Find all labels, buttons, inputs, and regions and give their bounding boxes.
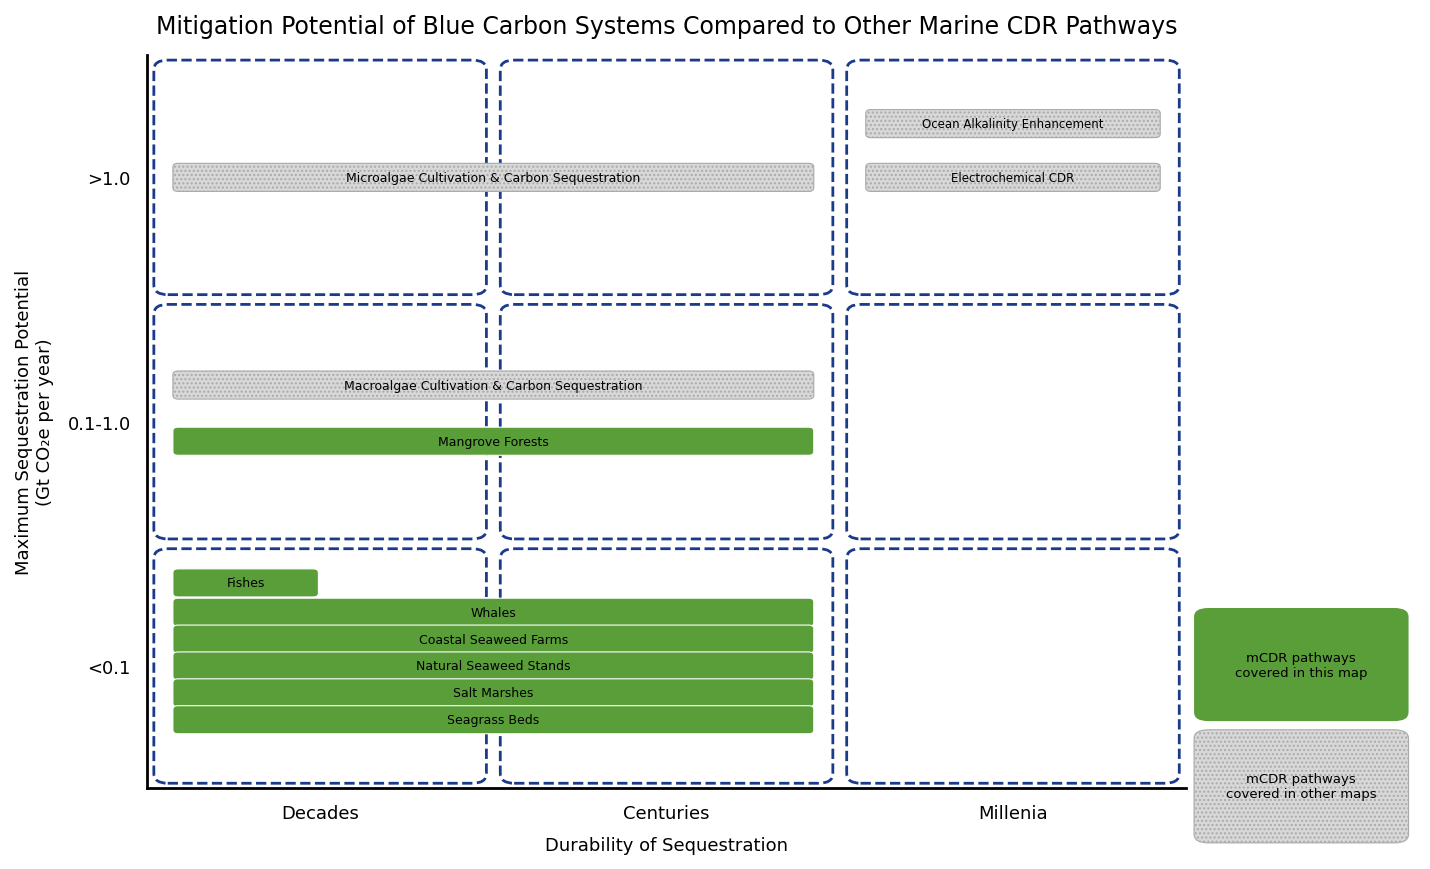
Text: Macroalgae Cultivation & Carbon Sequestration: Macroalgae Cultivation & Carbon Sequestr…	[345, 379, 642, 392]
FancyBboxPatch shape	[865, 110, 1160, 138]
FancyBboxPatch shape	[173, 599, 814, 627]
FancyBboxPatch shape	[865, 164, 1160, 192]
Text: mCDR pathways
covered in other maps: mCDR pathways covered in other maps	[1226, 773, 1377, 800]
Text: Coastal Seaweed Farms: Coastal Seaweed Farms	[419, 633, 568, 646]
Text: Whales: Whales	[470, 606, 516, 619]
Text: Electrochemical CDR: Electrochemical CDR	[951, 172, 1074, 185]
FancyBboxPatch shape	[173, 679, 814, 707]
FancyBboxPatch shape	[173, 372, 814, 400]
FancyBboxPatch shape	[173, 569, 319, 597]
FancyBboxPatch shape	[173, 653, 814, 680]
X-axis label: Durability of Sequestration: Durability of Sequestration	[545, 836, 788, 854]
Text: Microalgae Cultivation & Carbon Sequestration: Microalgae Cultivation & Carbon Sequestr…	[346, 172, 641, 185]
FancyBboxPatch shape	[173, 626, 814, 653]
Text: Ocean Alkalinity Enhancement: Ocean Alkalinity Enhancement	[922, 118, 1104, 131]
Title: Mitigation Potential of Blue Carbon Systems Compared to Other Marine CDR Pathway: Mitigation Potential of Blue Carbon Syst…	[156, 15, 1177, 39]
Text: Seagrass Beds: Seagrass Beds	[448, 713, 539, 726]
Text: Salt Marshes: Salt Marshes	[453, 687, 533, 700]
Text: Fishes: Fishes	[226, 577, 265, 590]
FancyBboxPatch shape	[173, 164, 814, 192]
FancyBboxPatch shape	[173, 706, 814, 734]
Text: Natural Seaweed Stands: Natural Seaweed Stands	[416, 660, 571, 673]
Y-axis label: Maximum Sequestration Potential
(Gt CO₂e per year): Maximum Sequestration Potential (Gt CO₂e…	[14, 269, 54, 574]
Text: mCDR pathways
covered in this map: mCDR pathways covered in this map	[1236, 651, 1367, 679]
FancyBboxPatch shape	[173, 428, 814, 455]
Text: Mangrove Forests: Mangrove Forests	[438, 435, 549, 448]
